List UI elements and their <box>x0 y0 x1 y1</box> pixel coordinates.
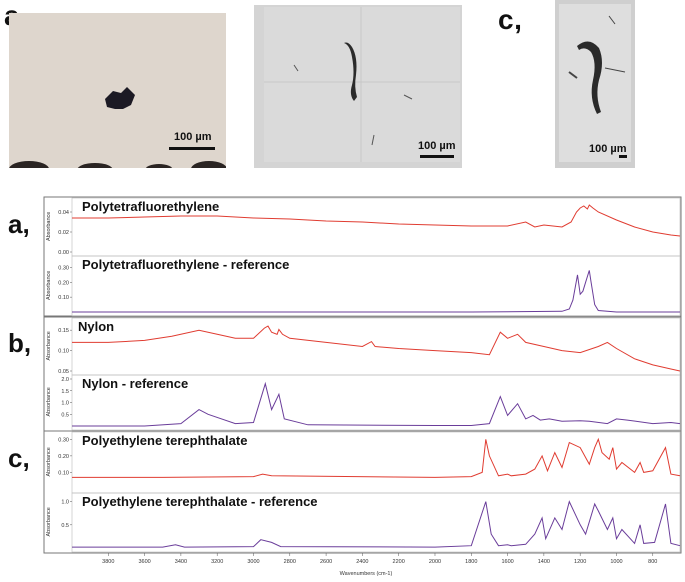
y-tick-label: 0.02 <box>58 230 69 236</box>
spectrum-title: Polytetrafluorethylene <box>82 199 219 214</box>
micrograph-b-scale-bar <box>420 155 454 158</box>
x-axis-label: Wavenumbers (cm-1) <box>340 571 393 577</box>
y-tick-label: 0.10 <box>58 295 69 301</box>
x-tick-label: 2600 <box>320 559 332 565</box>
micrograph-b-scale-text: 100 µm <box>418 140 456 152</box>
micrograph-c-label: c, <box>498 4 523 35</box>
x-tick-label: 2800 <box>284 559 296 565</box>
y-axis-label: Absorbance <box>46 212 52 241</box>
y-tick-label: 0.5 <box>61 412 69 418</box>
spectra-group-label: c, <box>8 443 30 473</box>
spectrum-title: Nylon - reference <box>82 376 188 391</box>
spectrum-line-sample <box>72 325 681 372</box>
spectrum-line-reference <box>72 270 680 313</box>
y-tick-label: 0.00 <box>58 250 69 256</box>
y-tick-label: 0.04 <box>58 210 69 216</box>
x-tick-label: 3000 <box>247 559 259 565</box>
x-tick-label: 1800 <box>465 559 477 565</box>
y-tick-label: 0.30 <box>58 437 69 443</box>
y-tick-label: 0.5 <box>61 523 69 529</box>
micrograph-c-scale-text: 100 µm <box>589 143 627 155</box>
y-axis-label: Absorbance <box>46 271 52 300</box>
y-axis-label: Absorbance <box>46 507 52 536</box>
spectrum-line-reference <box>72 381 681 427</box>
x-tick-label: 800 <box>648 559 657 565</box>
x-tick-label: 3800 <box>102 559 114 565</box>
x-tick-label: 1000 <box>610 559 622 565</box>
x-tick-label: 3600 <box>138 559 150 565</box>
y-tick-label: 1.5 <box>61 389 69 395</box>
micrograph-a-scale-bar <box>169 147 215 150</box>
y-tick-label: 2.0 <box>61 377 69 383</box>
spectrum-title: Nylon <box>78 319 114 334</box>
x-tick-label: 1200 <box>574 559 586 565</box>
micrograph-a-scale-text: 100 µm <box>174 131 212 143</box>
y-tick-label: 0.20 <box>58 454 69 460</box>
y-axis-label: Absorbance <box>46 447 52 476</box>
y-tick-label: 1.0 <box>61 401 69 407</box>
y-axis-label: Absorbance <box>46 331 52 360</box>
y-tick-label: 0.20 <box>58 280 69 286</box>
spectrum-panel-frame <box>71 255 681 317</box>
micrograph-c: 100 µm <box>555 0 635 168</box>
micrograph-c-scale-bar <box>619 155 627 158</box>
spectrum-line-sample <box>72 437 681 478</box>
y-tick-label: 0.30 <box>58 265 69 271</box>
micrograph-a: 100 µm <box>9 13 226 168</box>
spectrum-title: Polytetrafluorethylene - reference <box>82 257 289 272</box>
spectra-group-label: a, <box>8 209 30 239</box>
spectrum-title: Polyethylene terephthalate - reference <box>82 494 318 509</box>
spectrum-panel-frame <box>71 492 681 553</box>
x-tick-label: 1400 <box>538 559 550 565</box>
x-tick-label: 2200 <box>393 559 405 565</box>
x-tick-label: 2400 <box>356 559 368 565</box>
x-tick-label: 2000 <box>429 559 441 565</box>
spectrum-line-reference <box>72 500 681 548</box>
y-axis-label: Absorbance <box>46 387 52 416</box>
y-tick-label: 0.10 <box>58 349 69 355</box>
y-tick-label: 0.10 <box>58 470 69 476</box>
spectrum-title: Polyethylene terephthalate <box>82 433 247 448</box>
spectra-group-frame <box>43 316 682 432</box>
x-tick-label: 1600 <box>501 559 513 565</box>
y-tick-label: 0.15 <box>58 328 69 334</box>
x-tick-label: 3200 <box>211 559 223 565</box>
y-tick-label: 1.0 <box>61 500 69 506</box>
y-tick-label: 0.05 <box>58 369 69 375</box>
spectra-group-label: b, <box>8 328 31 358</box>
x-tick-label: 3400 <box>175 559 187 565</box>
micrograph-b: 100 µm <box>254 5 462 168</box>
spectrum-line-sample <box>72 204 681 237</box>
